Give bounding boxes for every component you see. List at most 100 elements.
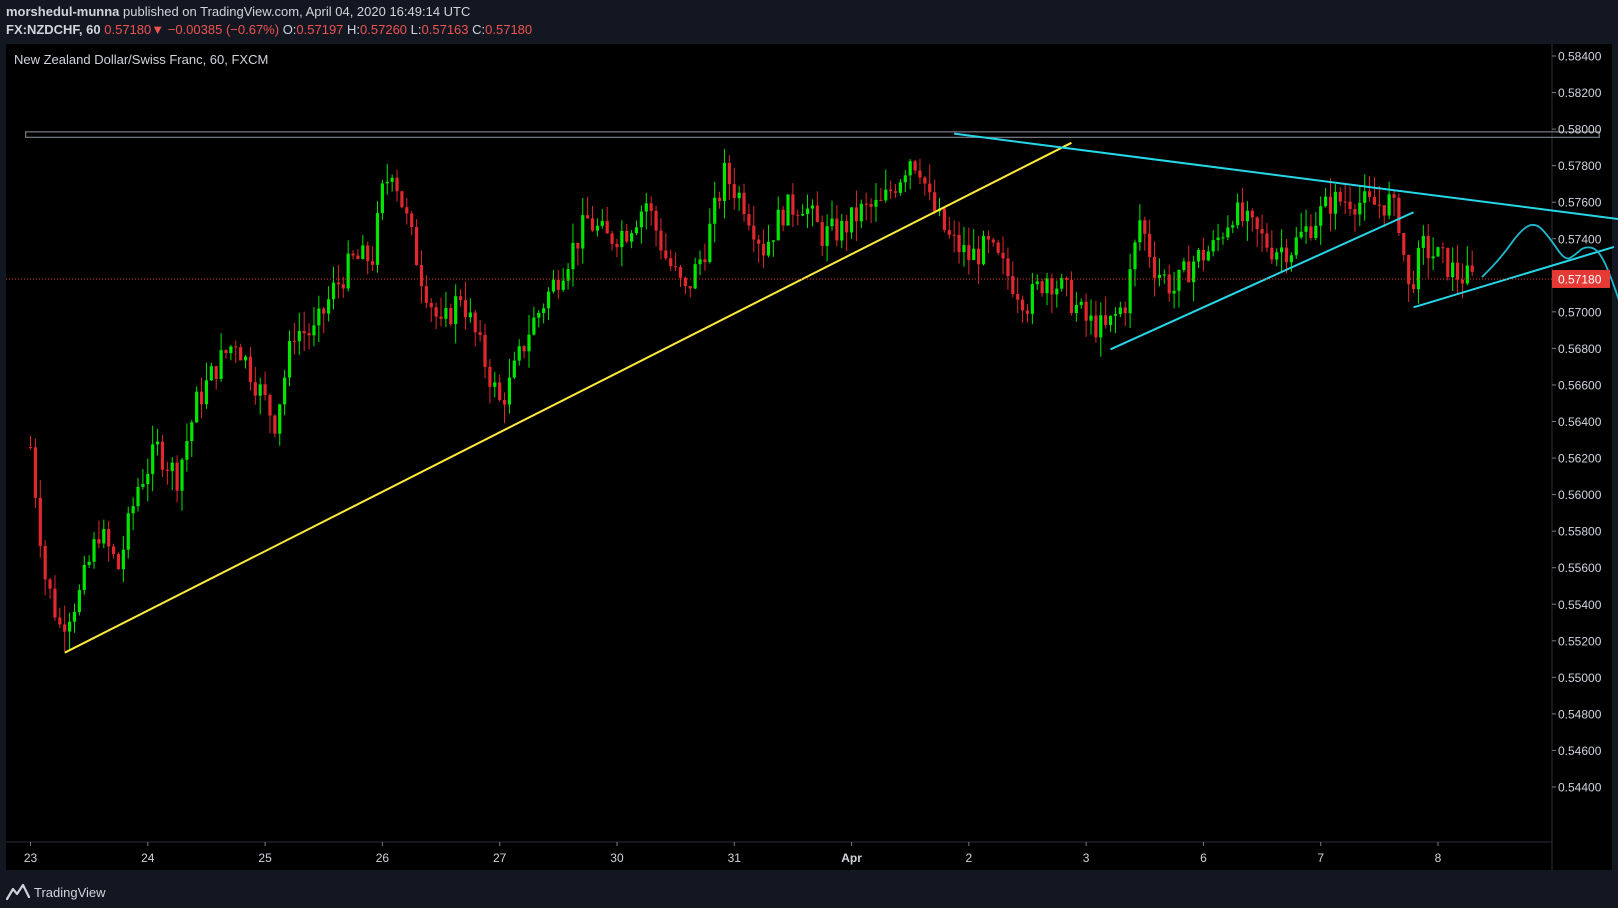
candle-body [1407, 254, 1411, 285]
candle-body [48, 579, 52, 589]
candle-body [1299, 231, 1303, 238]
candle-body [713, 197, 717, 224]
candle-body [908, 161, 912, 176]
candle-body [224, 350, 228, 354]
candle-body [972, 248, 976, 261]
time-tick-label: 23 [24, 851, 38, 865]
candle-body [942, 208, 946, 231]
candle-body [708, 223, 712, 263]
candle-body [1089, 315, 1093, 321]
candle-body [1221, 237, 1225, 239]
candle-body [913, 161, 917, 171]
price-tick-label: 0.57000 [1558, 305, 1602, 319]
candle-body [586, 215, 590, 219]
candle-body [781, 209, 785, 226]
candle-body [92, 539, 96, 562]
candle-body [776, 209, 780, 241]
candle-body [664, 250, 668, 259]
tradingview-brand[interactable]: TradingView [34, 885, 106, 900]
candle-body [1348, 201, 1352, 210]
candle-body [898, 182, 903, 193]
candle-body [273, 415, 277, 434]
candle-body [1045, 278, 1049, 294]
candle-body [727, 162, 731, 185]
candle-body [400, 191, 404, 208]
candle-body [331, 282, 336, 300]
candle-body [1436, 247, 1440, 257]
resistance-zone-box [25, 131, 1600, 138]
candle-body [639, 211, 643, 228]
candle-body [151, 444, 155, 474]
publication-info: morshedul-munna published on TradingView… [6, 4, 470, 19]
price-tick-label: 0.56000 [1558, 488, 1602, 502]
author-name[interactable]: morshedul-munna [6, 4, 120, 19]
candle-body [239, 347, 243, 361]
candle-body [986, 236, 990, 240]
candle-body [854, 207, 859, 222]
candle-body [1128, 269, 1132, 314]
candle-body [449, 307, 453, 324]
tradingview-logo-icon[interactable] [6, 883, 30, 901]
candle-body [351, 253, 355, 256]
candle-body [556, 279, 560, 290]
candle-body [1240, 202, 1245, 222]
candle-body [796, 214, 800, 216]
candle-body [703, 259, 707, 263]
candle-body [947, 230, 951, 235]
candle-body [419, 265, 424, 287]
candle-body [1470, 265, 1474, 272]
plot-background [6, 44, 1552, 870]
candle-body [87, 561, 91, 565]
projection-path [1481, 223, 1618, 301]
candle-body [1451, 262, 1455, 278]
candle-body [170, 462, 174, 471]
candle-body [1123, 307, 1127, 314]
candle-body [674, 266, 678, 268]
candle-body [698, 259, 702, 265]
time-tick-label: Apr [841, 851, 862, 865]
candle-body [874, 199, 878, 207]
pattern-trendline [954, 132, 1618, 221]
candle-body [546, 291, 551, 309]
low-value: 0.57163 [421, 22, 469, 37]
pattern-trendline [1413, 246, 1615, 309]
candle-body [1016, 293, 1020, 300]
candle-body [1069, 279, 1074, 314]
candle-body [923, 177, 927, 184]
open-value: 0.57197 [296, 22, 344, 37]
candle-body [43, 545, 47, 580]
candle-body [414, 227, 419, 266]
chart-title: New Zealand Dollar/Swiss Franc, 60, FXCM [14, 52, 269, 67]
candle-body [322, 308, 326, 314]
candle-body [952, 234, 956, 236]
candle-body [234, 346, 238, 348]
candle-body [1133, 242, 1137, 270]
footer-bar: TradingView [0, 876, 1618, 908]
candle-body [722, 162, 727, 201]
candle-body [761, 243, 766, 256]
candle-body [825, 226, 829, 246]
candle-body [126, 513, 130, 550]
candle-body [1426, 235, 1430, 259]
candle-body [805, 208, 810, 215]
candle-body [1270, 247, 1274, 260]
candle-body [1314, 225, 1318, 238]
candle-body [962, 245, 966, 253]
candle-body [903, 175, 907, 183]
candle-body [747, 214, 751, 226]
symbol-label: FX:NZDCHF, 60 [6, 22, 101, 37]
price-tick-label: 0.54400 [1558, 781, 1602, 795]
price-tick-label: 0.55600 [1558, 561, 1602, 575]
time-tick-label: 2 [965, 851, 972, 865]
time-axis[interactable]: 23 24 25 26 27 30 31 Apr 2 3 6 7 8 [24, 842, 1442, 865]
price-tick-label: 0.56200 [1558, 452, 1602, 466]
price-axis[interactable]: 0.58400 0.58200 0.58000 0.57800 0.57600 0.574… [1552, 50, 1610, 795]
candle-body [884, 189, 888, 201]
candle-body [849, 207, 854, 233]
candle-body [341, 284, 345, 289]
candle-body [439, 316, 443, 319]
candle-body [977, 248, 981, 265]
candle-body [1250, 210, 1254, 218]
price-change: −0.00385 (−0.67%) [167, 22, 280, 37]
